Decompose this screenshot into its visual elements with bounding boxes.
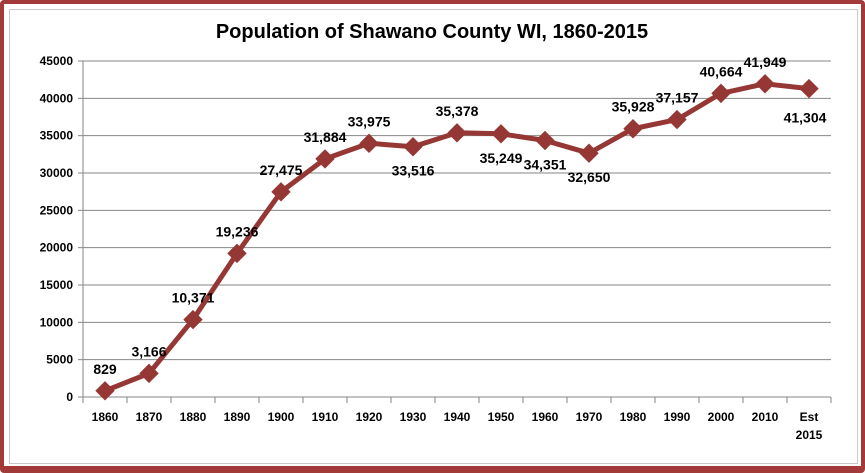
data-point-marker <box>359 133 379 154</box>
data-label: 41,304 <box>784 110 827 126</box>
x-tick-label: 1950 <box>488 410 515 424</box>
x-tick-label: 1990 <box>664 410 691 424</box>
x-axis-ticks: 1860 1870 1880 1890 1900 1910 1920 1930 1940 1950… <box>82 397 832 442</box>
x-tick-label: Est 2015 <box>796 410 823 442</box>
data-label: 33,975 <box>348 113 391 129</box>
data-markers <box>95 74 819 401</box>
data-point-marker <box>403 137 423 157</box>
data-point-marker <box>755 74 775 94</box>
y-tick-label: 25000 <box>40 203 74 217</box>
y-tick-label: 40000 <box>40 91 74 105</box>
y-tick-label: 5000 <box>46 353 73 367</box>
data-label: 34,351 <box>524 157 567 173</box>
data-point-marker <box>579 143 599 163</box>
y-tick-label: 35000 <box>40 129 74 143</box>
data-label: 829 <box>93 361 117 377</box>
data-label: 3,166 <box>131 343 166 359</box>
x-tick-label: 1930 <box>400 410 427 424</box>
chart-title: Population of Shawano County WI, 1860-20… <box>216 21 648 43</box>
gridlines <box>83 60 831 361</box>
data-point-marker <box>623 119 643 139</box>
data-label: 40,664 <box>700 63 743 79</box>
y-tick-label: 20000 <box>40 241 74 255</box>
y-tick-label: 30000 <box>40 166 74 180</box>
data-point-marker <box>183 309 203 330</box>
data-label: 27,475 <box>260 162 303 178</box>
data-point-marker <box>491 124 511 144</box>
x-tick-label: 1970 <box>576 410 603 424</box>
data-point-marker <box>711 83 731 104</box>
data-label: 41,949 <box>744 54 787 70</box>
y-axis-ticks: 0 5000 10000 15000 20000 25000 30000 35000 40000… <box>40 54 83 404</box>
data-point-marker <box>139 363 159 384</box>
x-tick-label: 1980 <box>620 410 647 424</box>
x-tick-label: 1880 <box>180 410 207 424</box>
data-label: 35,249 <box>480 150 523 166</box>
x-tick-label: 1900 <box>268 410 295 424</box>
data-point-marker <box>799 78 819 99</box>
data-point-marker <box>667 109 687 130</box>
data-label: 32,650 <box>568 169 611 185</box>
y-tick-label: 45000 <box>40 54 74 68</box>
data-label: 33,516 <box>392 163 435 179</box>
data-label: 35,928 <box>612 99 655 115</box>
y-tick-label: 15000 <box>40 278 74 292</box>
x-tick-label: 1860 <box>92 410 119 424</box>
x-tick-label: 1960 <box>532 410 559 424</box>
y-tick-label: 0 <box>66 390 73 404</box>
x-tick-label: 2000 <box>708 410 735 424</box>
x-tick-label: 1870 <box>136 410 163 424</box>
x-tick-label: 1920 <box>356 410 383 424</box>
data-point-marker <box>227 243 247 264</box>
x-tick-label: 1910 <box>312 410 339 424</box>
data-label: 10,371 <box>172 290 215 306</box>
data-point-marker <box>447 123 467 143</box>
data-label: 35,378 <box>436 103 479 119</box>
data-point-marker <box>271 182 291 202</box>
y-tick-label: 10000 <box>40 315 74 329</box>
data-point-marker <box>95 381 115 401</box>
data-label: 31,884 <box>304 129 347 145</box>
data-label: 37,157 <box>656 90 699 106</box>
data-point-marker <box>535 130 555 151</box>
x-tick-label: 2010 <box>752 410 779 424</box>
chart-area-border <box>9 9 858 464</box>
x-tick-label: 1940 <box>444 410 471 424</box>
axes <box>82 61 831 398</box>
data-point-marker <box>315 149 335 169</box>
data-label: 19,236 <box>216 223 259 239</box>
x-tick-label: 1890 <box>224 410 251 424</box>
